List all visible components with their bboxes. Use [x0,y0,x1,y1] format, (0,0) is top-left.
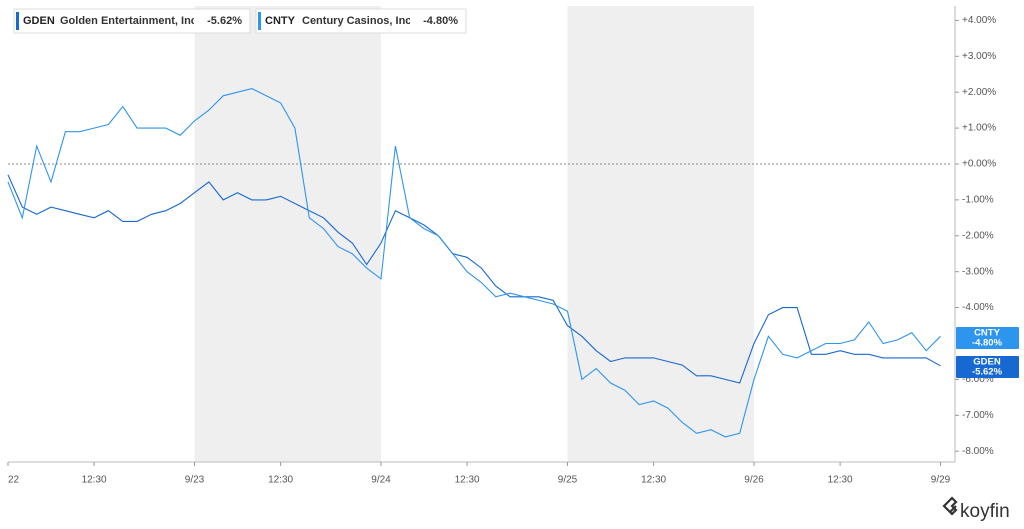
end-tag: CNTY-4.80% [956,327,1019,349]
end-tag-ticker: CNTY [974,328,1001,339]
x-tick-label: 22 [8,475,20,486]
end-tag-box [956,327,1019,349]
legend-item: GDEN Golden Entertainment, Inc. -5.62% [13,8,251,34]
legend: GDEN Golden Entertainment, Inc. -5.62% CNTY… [13,8,467,34]
legend-name: Golden Entertainment, Inc. [60,15,200,27]
shaded-range [567,6,755,462]
y-tick-label: -6.00% [962,374,994,385]
legend-name: Century Casinos, Inc. [302,15,414,27]
y-tick-label: -7.00% [962,410,994,421]
x-tick-label: 9/24 [371,475,391,486]
y-tick-label: -4.00% [962,302,994,313]
x-tick-label: 9/25 [558,475,578,486]
legend-ticker: CNTY [265,15,296,27]
y-tick-label: +4.00% [962,15,996,26]
end-tag-box [956,356,1019,378]
x-tick-label: 9/23 [185,475,205,486]
legend-box [255,8,467,34]
y-tick-label: +2.00% [962,87,996,98]
end-tag-value: -5.62% [972,367,1003,378]
brand: koyfin [960,501,1010,522]
brand-logo: koyfin [942,496,1010,522]
x-tick-label: 9/29 [931,475,951,486]
axes: +4.00% +3.00% +2.00% +1.00% +0.00% -1.00% -2.0… [7,6,1019,486]
logo-icon [942,496,958,516]
end-tag: GDEN-5.62% [956,356,1019,378]
background [194,6,755,462]
legend-item: CNTY Century Casinos, Inc. -4.80% [255,8,467,34]
x-tick-label: 12:30 [455,475,480,486]
x-tick-label: 12:30 [641,475,666,486]
end-tag-ticker: GDEN [973,357,1001,368]
y-tick-label: -2.00% [962,230,994,241]
lines [7,88,941,438]
y-tick-label: +1.00% [962,123,996,134]
y-tick-label: +3.00% [962,51,996,62]
legend-value: -4.80% [423,15,458,27]
legend-value: -5.62% [207,15,242,27]
end-tag-value: -4.80% [972,338,1003,349]
legend-swatch [16,12,19,30]
y-tick-label: -1.00% [962,195,994,206]
legend-ticker: GDEN [23,15,55,27]
legend-swatch [258,12,261,30]
x-tick-label: 12:30 [82,475,107,486]
x-tick-label: 12:30 [268,475,293,486]
x-tick-label: 12:30 [828,475,853,486]
y-tick-label: +0.00% [962,159,996,170]
y-tick-label: -8.00% [962,446,994,457]
y-tick-label: -3.00% [962,266,994,277]
legend-box [13,8,251,34]
series-line [7,88,941,438]
shaded-range [194,6,382,462]
x-tick-label: 9/26 [744,475,764,486]
series-line [7,174,941,384]
